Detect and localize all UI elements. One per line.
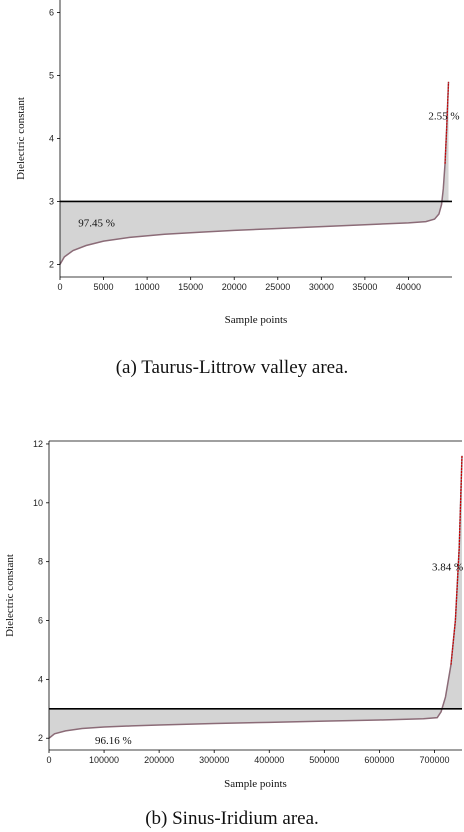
caption-b: (b) Sinus-Iridium area. <box>145 808 319 829</box>
y-axis-label: Dielectric constant <box>4 554 16 637</box>
y-tick-label: 6 <box>38 616 43 626</box>
x-tick-label: 5000 <box>94 282 114 292</box>
y-tick-label: 12 <box>33 439 43 449</box>
y-tick-label: 2 <box>49 259 54 269</box>
x-tick-label: 30000 <box>309 282 334 292</box>
y-tick-label: 2 <box>38 733 43 743</box>
x-tick-label: 600000 <box>364 755 394 765</box>
x-tick-label: 35000 <box>352 282 377 292</box>
x-tick-label: 300000 <box>199 755 229 765</box>
series-tail <box>450 455 463 665</box>
x-tick-label: 40000 <box>396 282 421 292</box>
x-axis-label: Sample points <box>224 778 287 790</box>
x-tick-label: 0 <box>46 755 51 765</box>
y-tick-label: 8 <box>38 557 43 567</box>
shaded-area <box>49 455 462 739</box>
series-line <box>59 81 450 265</box>
y-tick-label: 3 <box>49 196 54 206</box>
y-tick-label: 10 <box>33 498 43 508</box>
percentage-annotation: 2.55 % <box>428 111 459 123</box>
x-tick-label: 200000 <box>144 755 174 765</box>
percentage-annotation: 97.45 % <box>78 218 115 230</box>
y-tick-label: 4 <box>49 134 54 144</box>
x-tick-label: 100000 <box>89 755 119 765</box>
x-tick-label: 10000 <box>135 282 160 292</box>
x-tick-label: 500000 <box>309 755 339 765</box>
x-tick-label: 700000 <box>419 755 449 765</box>
y-axis-label: Dielectric constant <box>15 97 27 180</box>
x-tick-label: 0 <box>57 282 62 292</box>
y-tick-label: 5 <box>49 71 54 81</box>
y-tick-label: 6 <box>49 8 54 18</box>
x-tick-label: 25000 <box>265 282 290 292</box>
chart-sinus-iridium: 2 4 6 8 10 12 0 100000 200000 300000 400000 500000 6… <box>4 439 463 790</box>
percentage-annotation: 3.84 % <box>432 561 463 573</box>
x-tick-label: 400000 <box>254 755 284 765</box>
chart-taurus-littrow: 2 3 4 5 6 0 5000 10000 15000 20000 25000 30000 35000… <box>15 0 460 326</box>
series-tail <box>444 81 450 164</box>
percentage-annotation: 96.16 % <box>95 735 132 747</box>
shaded-area <box>60 81 449 265</box>
series-line <box>48 455 463 739</box>
x-axis-label: Sample points <box>225 314 288 326</box>
caption-a: (a) Taurus-Littrow valley area. <box>115 357 349 378</box>
x-tick-label: 15000 <box>178 282 203 292</box>
y-tick-label: 4 <box>38 674 43 684</box>
x-tick-label: 20000 <box>222 282 247 292</box>
